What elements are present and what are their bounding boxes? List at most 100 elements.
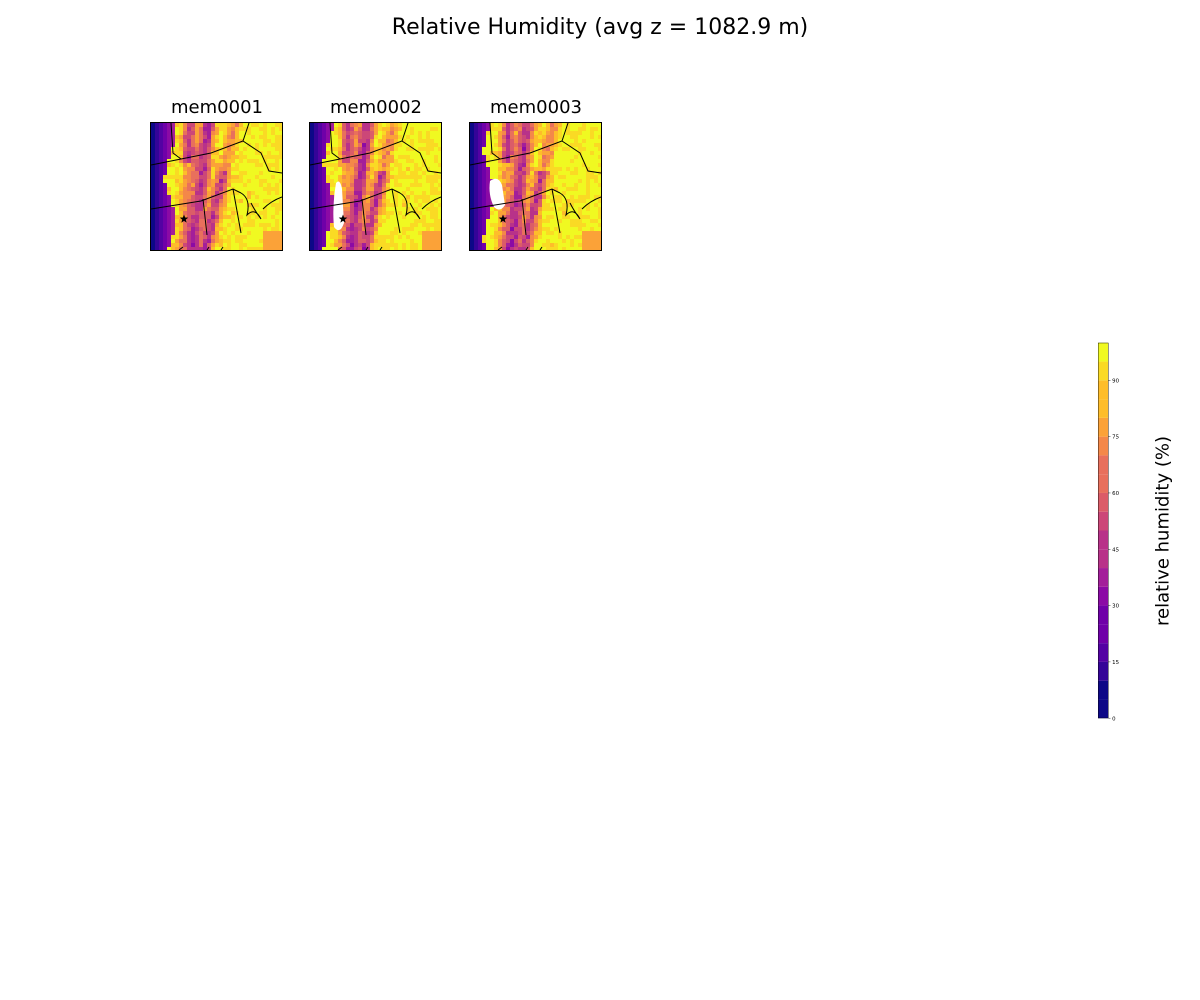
map-cell <box>263 183 267 187</box>
map-cell <box>558 179 562 183</box>
map-cell <box>346 127 350 131</box>
map-cell <box>366 139 370 143</box>
map-border <box>581 196 601 210</box>
map-cell <box>426 179 430 183</box>
map-cell <box>410 147 414 151</box>
map-cell <box>271 239 275 243</box>
map-cell <box>334 147 338 151</box>
map-cell <box>199 243 203 247</box>
map-cell <box>522 143 526 147</box>
map-cell <box>350 207 354 211</box>
map-cell <box>207 179 211 183</box>
map-cell <box>362 175 366 179</box>
map-cell <box>542 163 546 167</box>
map-cell <box>183 239 187 243</box>
map-cell <box>546 175 550 179</box>
map-cell <box>482 131 486 135</box>
map-cell <box>259 203 263 207</box>
map-cell <box>326 239 330 243</box>
map-cell <box>586 191 590 195</box>
map-cell <box>179 199 183 203</box>
map-cell <box>582 239 586 243</box>
map-cell <box>542 147 546 151</box>
map-cell <box>434 151 438 155</box>
map-cell <box>243 127 247 131</box>
map-cell <box>318 135 322 139</box>
map-cell <box>386 227 390 231</box>
map-cell <box>550 123 554 127</box>
map-cell <box>494 247 498 250</box>
map-cell <box>171 127 175 131</box>
map-cell <box>163 191 167 195</box>
map-cell <box>394 235 398 239</box>
map-cell <box>390 135 394 139</box>
map-cell <box>478 159 482 163</box>
map-cell <box>430 143 434 147</box>
map-cell <box>526 159 530 163</box>
map-cell <box>223 247 227 250</box>
map-cell <box>478 227 482 231</box>
map-cell <box>342 239 346 243</box>
map-cell <box>506 167 510 171</box>
map-cell <box>263 123 267 127</box>
map-cell <box>570 135 574 139</box>
map-cell <box>422 171 426 175</box>
map-cell <box>346 223 350 227</box>
map-cell <box>187 215 191 219</box>
map-cell <box>594 155 598 159</box>
map-cell <box>506 135 510 139</box>
map-cell <box>203 203 207 207</box>
map-cell <box>195 207 199 211</box>
map-cell <box>482 143 486 147</box>
map-cell <box>330 171 334 175</box>
map-cell <box>386 171 390 175</box>
map-cell <box>263 215 267 219</box>
map-cell <box>330 235 334 239</box>
map-cell <box>227 211 231 215</box>
map-cell <box>203 135 207 139</box>
map-cell <box>362 123 366 127</box>
map-cell <box>554 179 558 183</box>
colorbar-segment <box>1098 643 1109 662</box>
map-cell <box>211 135 215 139</box>
map-cell <box>430 151 434 155</box>
map-cell <box>326 199 330 203</box>
map-cell <box>211 235 215 239</box>
map-cell <box>342 127 346 131</box>
map-cell <box>598 163 601 167</box>
map-cell <box>578 191 582 195</box>
map-cell <box>255 199 259 203</box>
map-cell <box>534 143 538 147</box>
map-cell <box>518 239 522 243</box>
map-cell <box>530 227 534 231</box>
map-cell <box>478 231 482 235</box>
map-cell <box>151 195 155 199</box>
map-cell <box>179 207 183 211</box>
map-cell <box>207 243 211 247</box>
map-cell <box>526 207 530 211</box>
map-cell <box>390 155 394 159</box>
map-cell <box>163 163 167 167</box>
map-cell <box>175 175 179 179</box>
map-cell <box>255 123 259 127</box>
map-cell <box>390 147 394 151</box>
map-cell <box>586 235 590 239</box>
map-cell <box>438 243 441 247</box>
map-cell <box>522 199 526 203</box>
map-cell <box>199 155 203 159</box>
map-cell <box>414 159 418 163</box>
map-cell <box>534 231 538 235</box>
map-cell <box>570 247 574 250</box>
map-cell <box>267 239 271 243</box>
map-cell <box>191 147 195 151</box>
map-cell <box>578 167 582 171</box>
map-cell <box>251 171 255 175</box>
map-cell <box>558 171 562 175</box>
map-cell <box>195 223 199 227</box>
map-cell <box>398 239 402 243</box>
map-cell <box>358 171 362 175</box>
map-cell <box>562 127 566 131</box>
map-cell <box>538 243 542 247</box>
map-cell <box>175 159 179 163</box>
map-cell <box>175 123 179 127</box>
